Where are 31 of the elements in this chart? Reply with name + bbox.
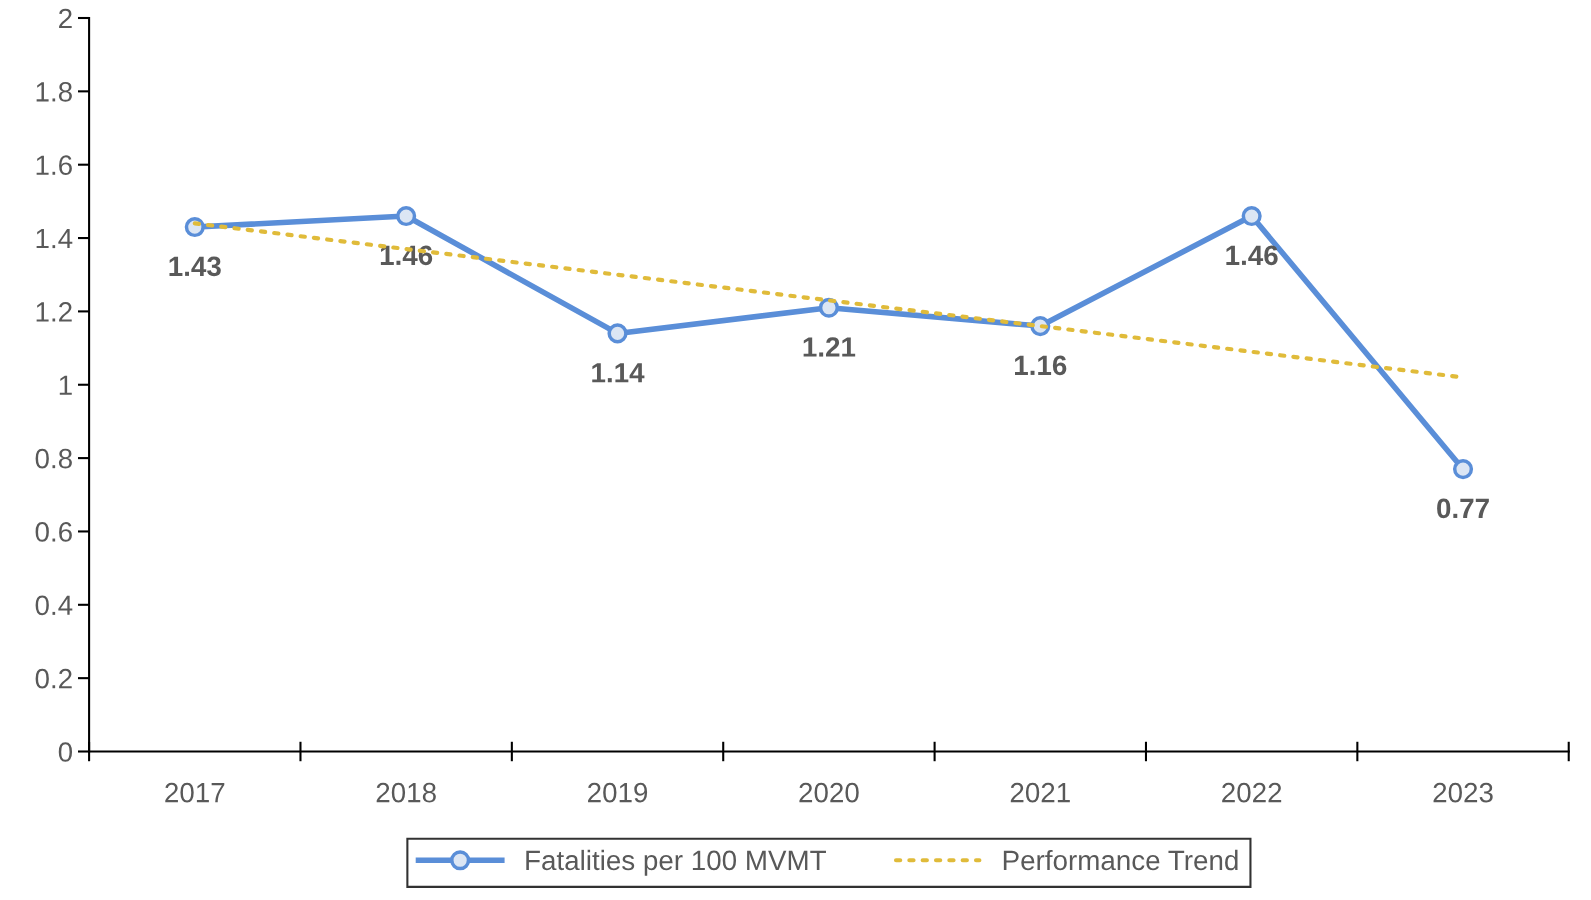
legend-label: Fatalities per 100 MVMT — [526, 849, 826, 876]
x-tick-label: 2021 — [1010, 782, 1070, 803]
x-tick-label: 2019 — [588, 782, 648, 803]
legend-label: Performance Trend — [1003, 849, 1238, 871]
x-tick-label: 2017 — [165, 782, 225, 803]
y-tick-label: 1.6 — [36, 155, 72, 176]
x-tick-label: 2020 — [799, 782, 859, 803]
data-label: 1.43 — [169, 256, 221, 277]
point — [607, 323, 628, 344]
y-tick-label: 0 — [58, 742, 73, 762]
y-tick-label: 1.2 — [36, 302, 72, 322]
data-label: 0.77 — [1437, 498, 1489, 519]
x-tick-label: 2018 — [376, 782, 436, 803]
y-tick-label: 0.2 — [35, 668, 72, 689]
point — [818, 297, 839, 318]
point — [396, 205, 417, 227]
data-label: 1.46 — [1226, 245, 1278, 266]
x-tick-label: 2023 — [1433, 782, 1493, 803]
y-tick-label: 0.4 — [35, 595, 73, 616]
data-label: 1.21 — [803, 337, 856, 357]
point — [1241, 205, 1262, 227]
y-tick-label: 0.6 — [35, 522, 72, 542]
x-tick-label: 2022 — [1222, 782, 1282, 803]
y-tick-label: 0.8 — [35, 448, 72, 469]
y-tick-label: 1 — [59, 375, 72, 395]
data-label: 1.16 — [1015, 355, 1067, 376]
data-label: 1.14 — [592, 363, 645, 383]
y-tick-label: 1.4 — [36, 229, 73, 249]
point — [1452, 459, 1474, 480]
y-tick-label: 2 — [59, 8, 72, 29]
y-tick-label: 1.8 — [36, 82, 72, 102]
